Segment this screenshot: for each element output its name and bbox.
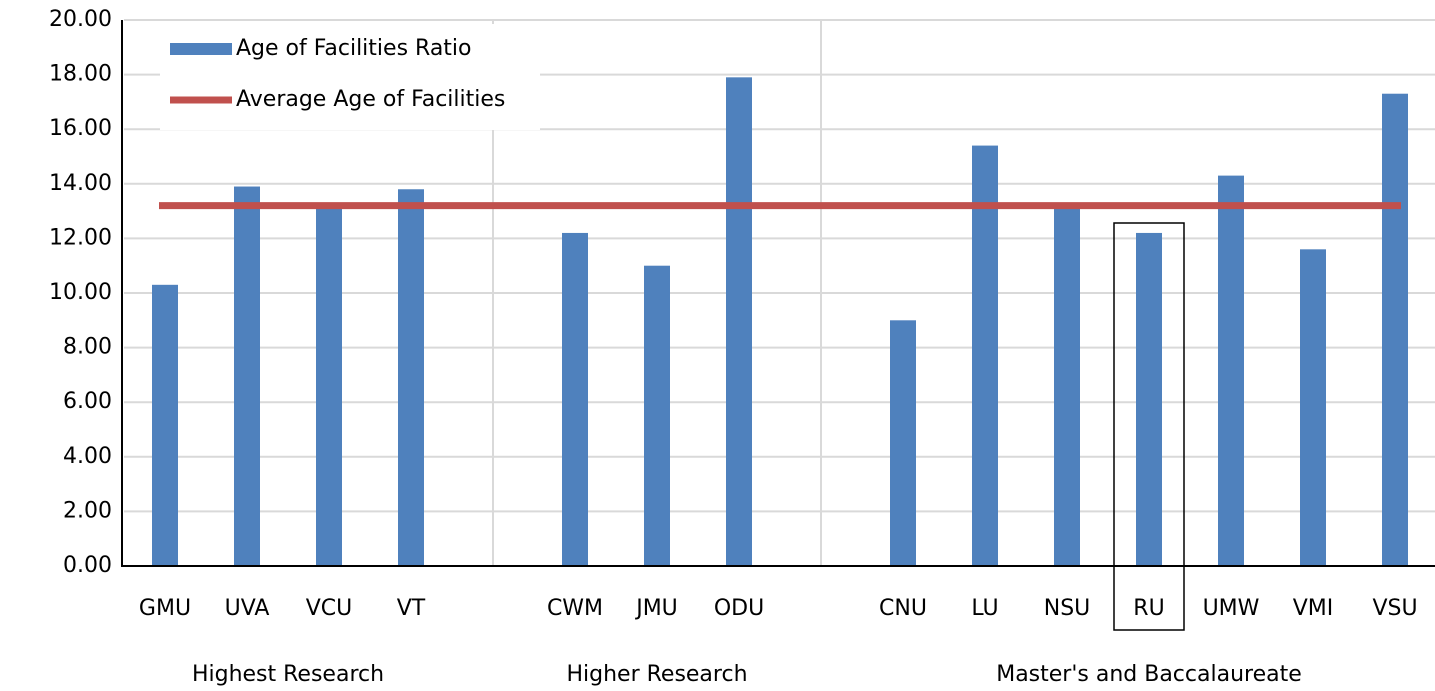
x-tick-label: VT [397, 596, 426, 621]
legend-swatch [170, 43, 232, 55]
y-tick-label: 16.00 [49, 116, 112, 141]
y-tick-label: 14.00 [49, 171, 112, 196]
bar [562, 232, 588, 566]
bar [1054, 208, 1080, 566]
x-tick-label: NSU [1044, 596, 1091, 621]
y-tick-label: 2.00 [63, 498, 112, 523]
x-tick-label: VCU [306, 596, 353, 621]
legend-label: Age of Facilities Ratio [236, 36, 472, 61]
bar [1382, 93, 1408, 567]
highlight-box [1113, 222, 1185, 631]
x-tick-label: LU [971, 596, 998, 621]
group-label: Highest Research [192, 662, 384, 687]
x-tick-label: CNU [879, 596, 927, 621]
legend-background [160, 24, 540, 130]
bar [1218, 175, 1244, 567]
y-tick-label: 4.00 [63, 444, 112, 469]
group-label: Higher Research [566, 662, 747, 687]
bar [1300, 249, 1326, 566]
x-tick-label: UMW [1203, 596, 1260, 621]
bar [644, 265, 670, 566]
bar [726, 77, 752, 566]
y-tick-label: 20.00 [49, 7, 112, 32]
y-tick-label: 12.00 [49, 225, 112, 250]
bar [152, 284, 178, 566]
x-tick-label: CWM [547, 596, 603, 621]
x-tick-label: JMU [634, 596, 678, 621]
bar [890, 320, 916, 566]
legend-label: Average Age of Facilities [236, 87, 505, 112]
y-tick-label: 8.00 [63, 335, 112, 360]
x-tick-label: UVA [225, 596, 270, 621]
group-label: Master's and Baccalaureate [996, 662, 1302, 687]
y-tick-label: 10.00 [49, 280, 112, 305]
bar [398, 189, 424, 566]
y-tick-label: 6.00 [63, 389, 112, 414]
x-tick-label: VSU [1372, 596, 1417, 621]
bar [1136, 232, 1162, 566]
x-tick-label: RU [1133, 596, 1164, 621]
x-tick-label: GMU [139, 596, 191, 621]
bar [972, 145, 998, 566]
bar [316, 205, 342, 566]
bar [234, 186, 260, 566]
x-tick-label: ODU [714, 596, 764, 621]
x-tick-label: VMI [1293, 596, 1334, 621]
y-tick-label: 0.00 [63, 553, 112, 578]
y-tick-label: 18.00 [49, 62, 112, 87]
